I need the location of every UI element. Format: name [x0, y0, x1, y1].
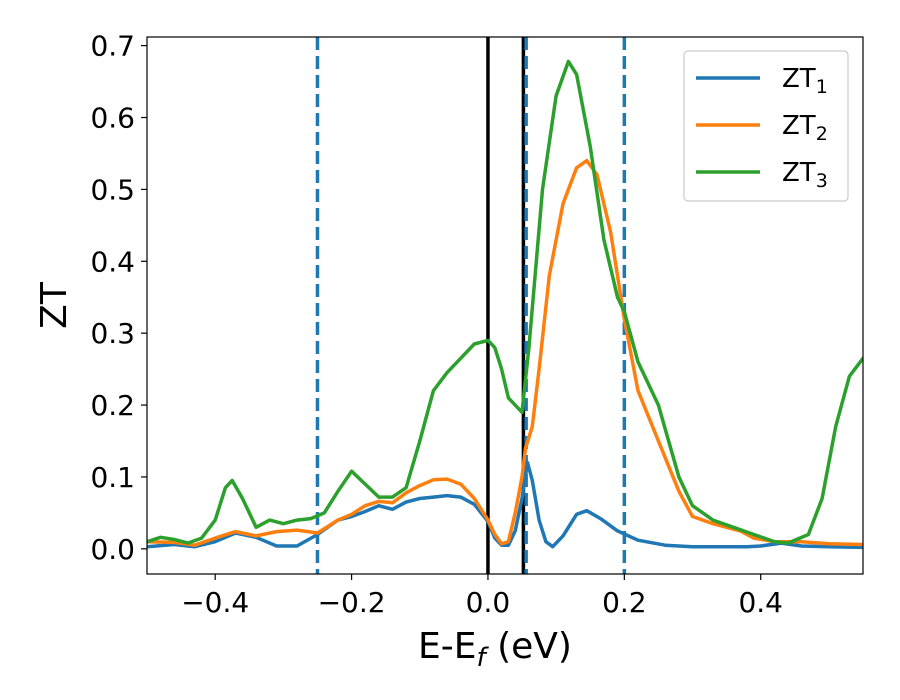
y-tick-label: 0.7	[90, 30, 135, 63]
y-tick-label: 0.6	[90, 102, 135, 135]
x-tick-label: 0.2	[602, 586, 647, 619]
series-line-zt1	[147, 460, 863, 550]
y-tick-label: 0.3	[90, 317, 135, 350]
x-axis-label: E-Ef (eV)	[418, 626, 572, 673]
x-label-unit: (eV)	[486, 626, 572, 667]
x-tick-label: 0.0	[466, 586, 511, 619]
series-line-zt3	[147, 59, 863, 545]
axes-frame	[146, 36, 864, 575]
y-tick-label: 0.0	[90, 533, 135, 566]
legend-label-zt1: ZT1	[782, 64, 828, 98]
y-axis-ticks: 0.0 0.1 0.2 0.3 0.4 0.5 0.6 0.7	[90, 30, 147, 566]
y-tick-label: 0.5	[90, 173, 135, 206]
x-tick-label: −0.2	[318, 586, 386, 619]
legend-label-zt3: ZT3	[782, 158, 828, 192]
y-tick-label: 0.2	[90, 389, 135, 422]
legend-box	[683, 50, 849, 202]
legend: ZT1 ZT2 ZT3	[683, 50, 849, 202]
series-lines	[147, 59, 863, 550]
series-line-zt2	[147, 158, 863, 547]
y-tick-label: 0.4	[90, 245, 135, 278]
x-tick-label: −0.4	[181, 586, 249, 619]
x-label-main: E-E	[418, 626, 476, 667]
y-tick-label: 0.1	[90, 461, 135, 494]
y-axis-label: ZT	[34, 281, 75, 329]
legend-label-zt2: ZT2	[782, 111, 828, 145]
x-tick-label: 0.4	[738, 586, 783, 619]
x-axis-ticks: −0.4 −0.2 0.0 0.2 0.4	[181, 574, 783, 619]
